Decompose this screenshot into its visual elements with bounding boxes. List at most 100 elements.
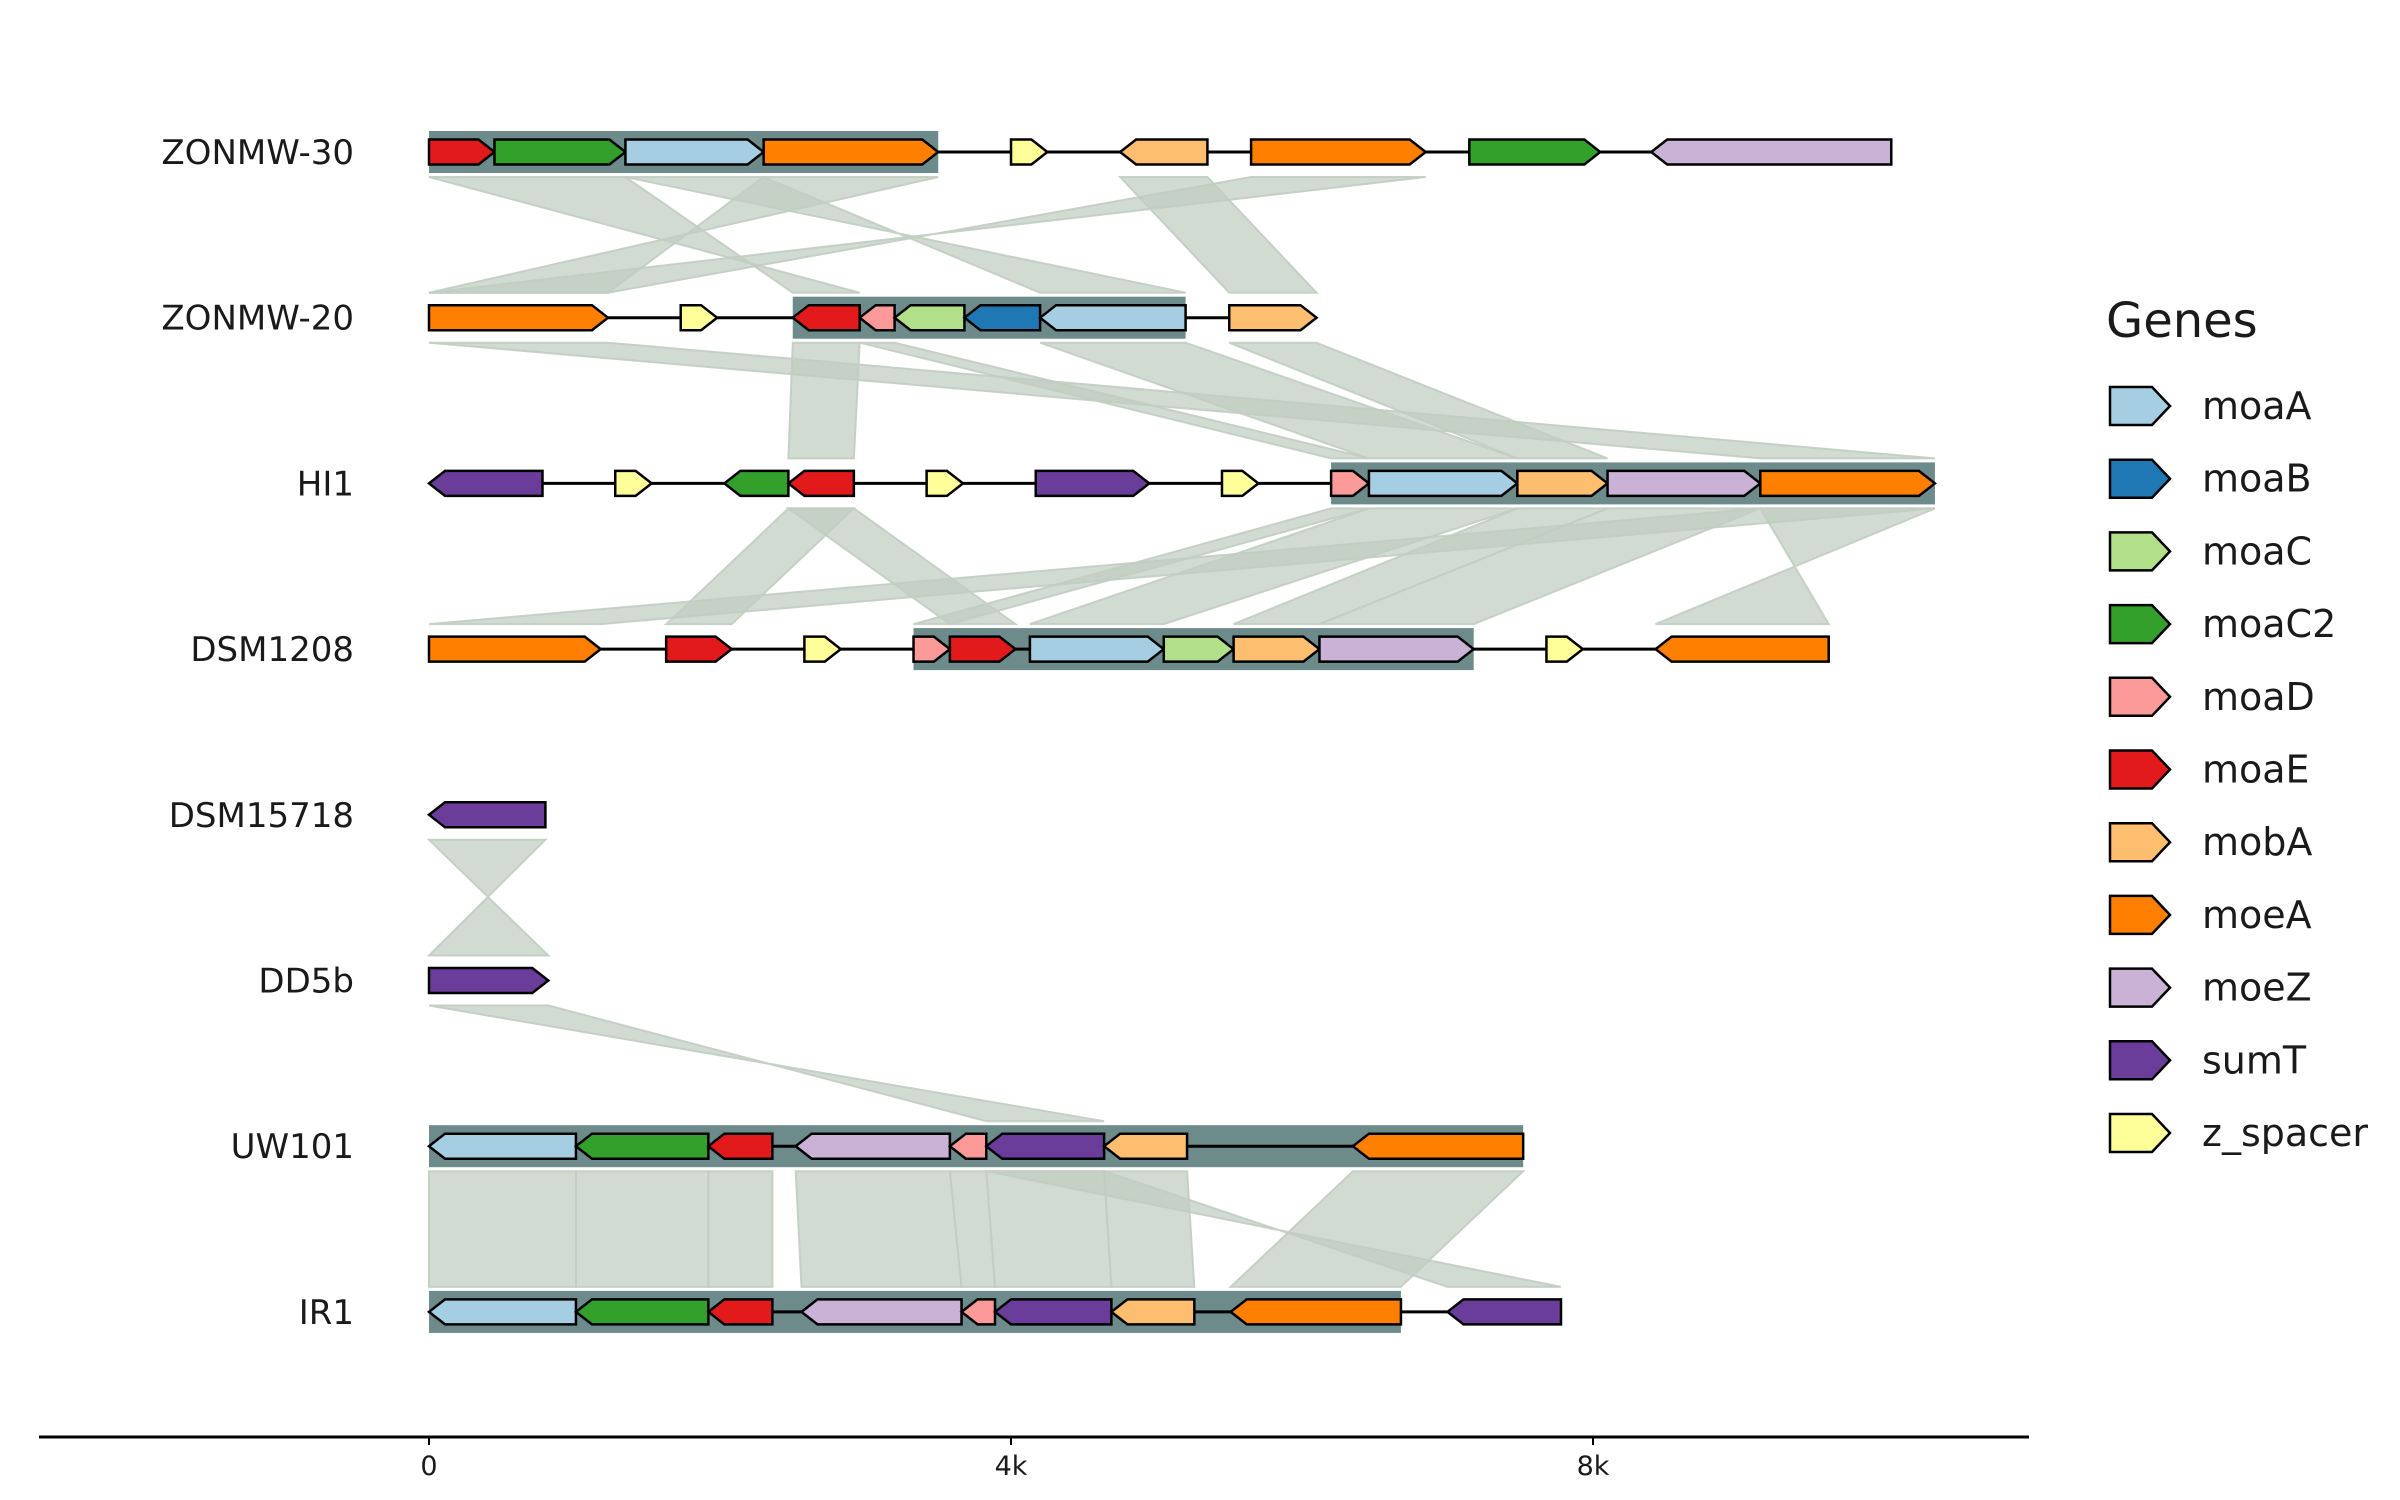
gene-z-spacer-hi1-1 <box>613 469 654 498</box>
gene-z-spacer-zonmw-20-1 <box>679 303 720 332</box>
legend-key-moac <box>2108 531 2172 572</box>
gene-moac2-zonmw-30-1 <box>493 138 628 166</box>
gene-moae-dsm1208-1 <box>664 635 734 663</box>
link-uw101-to-ir1-23 <box>794 1170 963 1288</box>
legend-key-moac2 <box>2108 603 2172 645</box>
gene-sumt-ir1-8 <box>1445 1298 1563 1326</box>
gene-sumt-hi1-0 <box>426 469 544 498</box>
gene-moez-uw101-3 <box>793 1132 952 1160</box>
gene-moea-uw101-7 <box>1350 1132 1525 1160</box>
gene-moaa-zonmw-20-6 <box>1038 303 1187 332</box>
sequence-label-zonmw-30: ZONMW-30 <box>161 133 354 173</box>
gene-moba-dsm1208-7 <box>1232 635 1322 663</box>
gene-sumt-hi1-5 <box>1034 469 1152 498</box>
legend-key-moaa <box>2108 385 2172 427</box>
gene-moad-ir1-4 <box>959 1298 997 1326</box>
gene-sumt-dsm15718-0 <box>426 801 547 829</box>
sequence-label-ir1: IR1 <box>299 1293 354 1333</box>
link-uw101-to-ir1-21 <box>575 1170 710 1288</box>
gene-moea-dsm1208-10 <box>1653 635 1830 663</box>
legend-key-sumt <box>2108 1040 2172 1081</box>
gene-moez-zonmw-30-8 <box>1649 138 1893 166</box>
sequence-label-dsm15718: DSM15718 <box>169 796 354 836</box>
gene-moab-zonmw-20-5 <box>962 303 1042 332</box>
gene-z-spacer-dsm1208-9 <box>1545 635 1585 663</box>
gene-z-spacer-zonmw-30-4 <box>1009 138 1050 166</box>
legend-label-moaa: moaA <box>2202 384 2312 428</box>
gene-moae-zonmw-20-2 <box>790 303 861 332</box>
gene-moez-hi1-10 <box>1606 469 1763 498</box>
gene-moba-zonmw-30-5 <box>1118 138 1209 166</box>
legend-label-moba: mobA <box>2202 820 2312 864</box>
link-dd5b-to-uw101-19 <box>428 1004 1105 1123</box>
gene-arrows <box>426 138 1937 1326</box>
gene-z-spacer-hi1-6 <box>1220 469 1261 498</box>
gene-moae-dsm1208-4 <box>948 635 1018 663</box>
gene-sumt-dd5b-0 <box>427 966 551 995</box>
link-zonmw-20-to-hi1-6 <box>787 341 861 460</box>
synteny-links <box>426 176 1936 1288</box>
gene-moac-dsm1208-6 <box>1162 635 1236 663</box>
legend-label-moab: moaB <box>2202 457 2312 501</box>
gene-moba-hi1-9 <box>1516 469 1610 498</box>
gene-moea-hi1-11 <box>1759 469 1937 498</box>
legend-key-moab <box>2108 458 2172 499</box>
legend-title: Genes <box>2106 293 2258 349</box>
legend-key-z-spacer <box>2108 1112 2172 1154</box>
legend-label-moac2: moaC2 <box>2202 602 2336 646</box>
sequence-label-dd5b: DD5b <box>258 962 354 1002</box>
legend-label-moez: moeZ <box>2202 966 2312 1010</box>
gene-sumt-uw101-5 <box>984 1132 1106 1160</box>
link-hi1-to-dsm1208-17 <box>1655 507 1936 626</box>
legend-label-moea: moeA <box>2202 893 2312 937</box>
gene-moaa-ir1-0 <box>426 1298 578 1326</box>
gene-moez-ir1-3 <box>799 1298 963 1326</box>
gene-moad-hi1-7 <box>1329 469 1371 498</box>
gene-moac2-uw101-1 <box>573 1132 710 1160</box>
legend-key-moae <box>2108 749 2172 790</box>
gene-moba-uw101-6 <box>1102 1132 1189 1160</box>
gene-moac-zonmw-20-4 <box>892 303 966 332</box>
x-tick-label-1: 4k <box>995 1451 1028 1482</box>
legend: Genes moaA moaB moaC moaC2 moaD moaE mobA moeA m… <box>2106 293 2368 1155</box>
gene-moae-zonmw-30-0 <box>427 138 497 166</box>
legend-label-moae: moaE <box>2202 748 2310 792</box>
gene-moae-hi1-3 <box>786 469 856 498</box>
link-uw101-to-ir1-28 <box>986 1170 1562 1288</box>
link-hi1-to-dsm1208-15 <box>1319 507 1761 626</box>
gene-moaa-hi1-8 <box>1367 469 1520 498</box>
gene-moac2-zonmw-30-7 <box>1468 138 1603 166</box>
sequence-label-hi1: HI1 <box>297 464 354 504</box>
sequence-label-dsm1208: DSM1208 <box>190 630 354 670</box>
gene-moea-zonmw-30-6 <box>1249 138 1428 166</box>
gene-moea-zonmw-30-3 <box>762 138 941 166</box>
gene-sumt-ir1-5 <box>992 1298 1113 1326</box>
legend-key-moba <box>2108 821 2172 863</box>
gene-moez-dsm1208-8 <box>1318 635 1476 663</box>
legend-label-z-spacer: z_spacer <box>2202 1111 2368 1155</box>
gene-moba-ir1-6 <box>1109 1298 1196 1326</box>
gene-moac2-hi1-2 <box>722 469 790 498</box>
link-uw101-to-ir1-20 <box>428 1170 577 1288</box>
gene-moae-uw101-2 <box>706 1132 774 1160</box>
link-uw101-to-ir1-27 <box>1228 1170 1526 1288</box>
link-uw101-to-ir1-22 <box>707 1170 774 1288</box>
gene-moaa-dsm1208-5 <box>1028 635 1166 663</box>
x-tick-label-2: 8k <box>1577 1451 1610 1482</box>
gene-moea-ir1-7 <box>1228 1298 1403 1326</box>
gene-moea-dsm1208-0 <box>427 635 603 663</box>
gene-z-spacer-hi1-4 <box>925 469 966 498</box>
legend-key-moea <box>2108 894 2172 936</box>
legend-label-sumt: sumT <box>2202 1038 2307 1082</box>
gene-moad-uw101-4 <box>947 1132 988 1160</box>
link-dsm15718-to-dd5b-18 <box>426 838 551 957</box>
x-axis: 0 4k 8k <box>39 1435 2029 1482</box>
link-zonmw-20-to-hi1-9 <box>1228 341 1608 460</box>
sequence-label-zonmw-20: ZONMW-20 <box>161 299 354 339</box>
legend-label-moad: moaD <box>2202 675 2315 719</box>
legend-key-moez <box>2108 967 2172 1008</box>
gene-moaa-uw101-0 <box>426 1132 578 1160</box>
sequence-labels: ZONMW-30 ZONMW-20 HI1 DSM1208 DSM15718 DD5b UW… <box>161 133 354 1333</box>
gene-z-spacer-dsm1208-2 <box>803 635 843 663</box>
